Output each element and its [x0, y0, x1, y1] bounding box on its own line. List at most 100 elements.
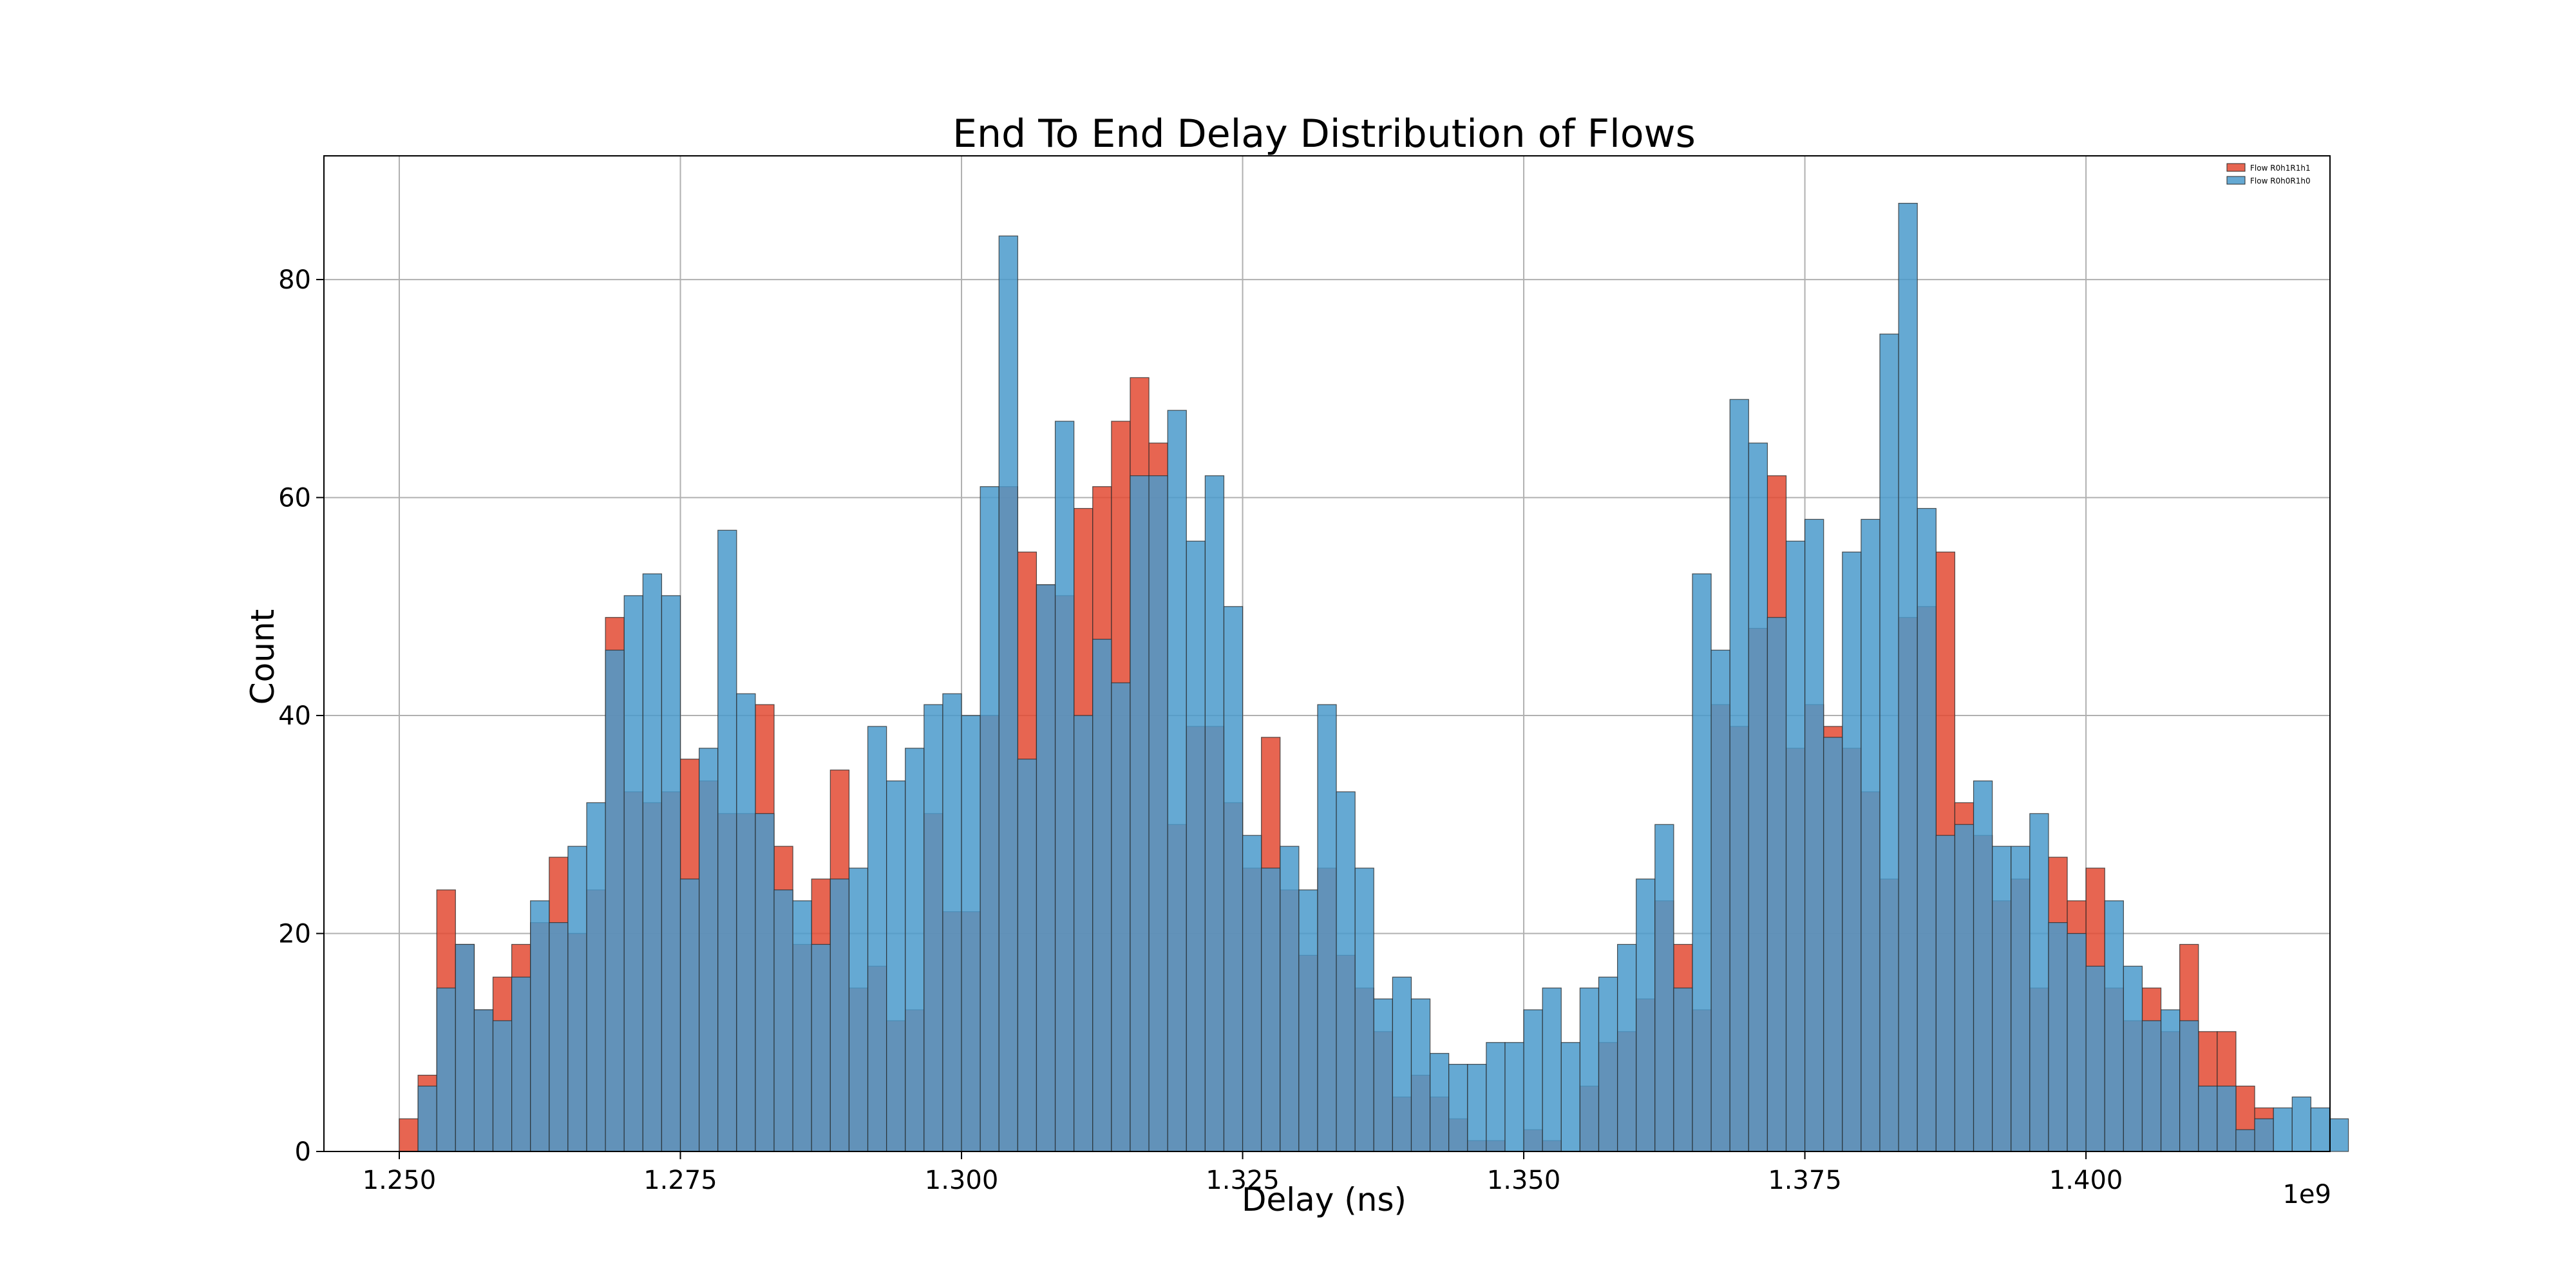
x-tick-label: 1.375 [1768, 1166, 1842, 1195]
histogram-bar [1542, 987, 1562, 1152]
histogram-bars [399, 203, 2349, 1152]
histogram-bar [848, 867, 869, 1152]
histogram-bar [1710, 649, 1730, 1152]
histogram-bar [549, 922, 569, 1152]
histogram-bar [1898, 203, 1918, 1152]
histogram-bar [1804, 518, 1824, 1152]
histogram-bar [586, 802, 606, 1152]
y-axis-label: Count [244, 609, 281, 705]
histogram-bar [1036, 584, 1056, 1152]
histogram-bar [905, 748, 925, 1152]
y-tick-label: 0 [295, 1137, 311, 1167]
histogram-bar [961, 715, 981, 1152]
histogram-bar [886, 780, 906, 1152]
x-tick-label: 1.300 [925, 1166, 999, 1195]
x-axis-offset-label: 1e9 [2282, 1180, 2331, 1209]
histogram-bar [1785, 540, 1806, 1152]
legend-label: Flow R0h0R1h0 [2250, 176, 2311, 185]
series-2-bars [417, 203, 2349, 1152]
histogram-bar [1242, 835, 1262, 1152]
histogram-bar [473, 1009, 494, 1152]
histogram-bar [2273, 1107, 2293, 1152]
histogram-bar [1074, 715, 1094, 1152]
histogram-bar [1317, 704, 1337, 1152]
histogram-bar [2067, 933, 2087, 1152]
histogram-bar [1748, 442, 1768, 1152]
histogram-bar [455, 943, 475, 1152]
histogram-bar [2235, 1129, 2255, 1152]
histogram-bar [1111, 682, 1131, 1152]
histogram-bar [1823, 737, 1843, 1152]
histogram-bar [773, 889, 793, 1152]
histogram-bar [1148, 475, 1168, 1152]
histogram-bar [623, 595, 643, 1152]
histogram-bar [642, 573, 663, 1152]
histogram-bar [661, 595, 681, 1152]
histogram-bar [1429, 1053, 1450, 1152]
y-tick-label: 40 [278, 701, 311, 731]
histogram-bar [1373, 998, 1393, 1152]
histogram-bar [2310, 1107, 2331, 1152]
legend-label: Flow R0h1R1h1 [2250, 164, 2311, 173]
histogram-bar [567, 846, 587, 1152]
histogram-bar [998, 235, 1018, 1152]
histogram-bar [1410, 998, 1431, 1152]
histogram-bar [530, 900, 550, 1152]
histogram-bar [1167, 410, 1187, 1152]
histogram-bar [2085, 965, 2105, 1152]
histogram-bar [2141, 1020, 2162, 1152]
histogram-bar [1092, 638, 1112, 1152]
legend-swatch [2226, 163, 2246, 172]
x-tick-label: 1.400 [2049, 1166, 2123, 1195]
axis-ticks: 1.250 1.275 1.300 1.325 1.350 1.375 1.400 0 20 40… [278, 265, 2123, 1195]
y-tick-label: 80 [278, 265, 311, 295]
chart-title: End To End Delay Distribution of Flows [952, 111, 1696, 156]
histogram-bar [980, 486, 999, 1152]
histogram-bar [1879, 334, 1899, 1152]
y-tick-label: 20 [278, 920, 311, 949]
histogram-bar [1467, 1064, 1487, 1152]
histogram-bar [1504, 1042, 1524, 1152]
histogram-bar [2217, 1085, 2237, 1152]
histogram-bar [1486, 1042, 1506, 1152]
histogram-bar [679, 878, 700, 1152]
histogram-bar [1992, 846, 2012, 1152]
legend-swatch [2226, 176, 2246, 185]
legend: Flow R0h1R1h1 Flow R0h0R1h0 [2226, 163, 2311, 185]
histogram-bar [2179, 1020, 2199, 1152]
histogram-bar [755, 813, 775, 1152]
y-tick-label: 60 [278, 484, 311, 513]
histogram-bar [1973, 780, 1993, 1152]
histogram-bar [1636, 878, 1656, 1152]
histogram-bar [736, 693, 756, 1152]
histogram-bar [1598, 976, 1618, 1152]
x-tick-label: 1.350 [1487, 1166, 1561, 1195]
histogram-bar [2329, 1118, 2349, 1152]
histogram-bar [1729, 399, 1749, 1152]
histogram-bar [2123, 965, 2143, 1152]
histogram-bar [699, 748, 719, 1152]
histogram-bar [2160, 1009, 2181, 1152]
histogram-bar [1392, 976, 1412, 1152]
histogram-bar [1954, 824, 1975, 1152]
histogram-bar [399, 1118, 419, 1152]
histogram-bar [1917, 507, 1937, 1152]
histogram-bar [942, 693, 962, 1152]
histogram-bar [2011, 846, 2031, 1152]
histogram-bar [1861, 518, 1880, 1152]
histogram-bar [1204, 475, 1225, 1152]
histogram-bar [1448, 1064, 1468, 1152]
histogram-bar [1223, 606, 1244, 1152]
histogram-bar [2048, 922, 2068, 1152]
histogram-bar [1654, 824, 1674, 1152]
histogram-bar [1261, 867, 1281, 1152]
histogram-bar [1017, 759, 1037, 1152]
histogram-bar [1617, 943, 1637, 1152]
histogram-bar [1523, 1009, 1543, 1152]
histogram-bar [792, 900, 812, 1152]
histogram-bar [436, 987, 456, 1152]
histogram-bar [923, 704, 943, 1152]
histogram-bar [1054, 421, 1075, 1152]
histogram-bar [1560, 1042, 1581, 1152]
